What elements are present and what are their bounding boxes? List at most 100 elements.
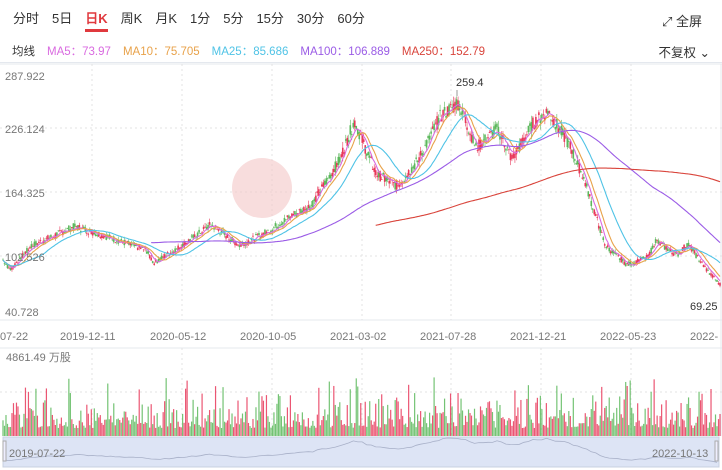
volume-bar [614,425,616,436]
candle [265,231,268,235]
volume-bar [503,419,506,436]
candle [532,117,534,129]
candle [566,136,569,148]
candle [12,265,15,268]
volume-bar [62,425,64,436]
tab-6[interactable]: 5分 [223,11,244,26]
volume-bar [565,421,567,436]
tab-2[interactable]: 日K [85,0,109,38]
volume-bar [454,426,456,436]
volume-bar [45,388,48,436]
candle [623,261,626,265]
volume-bar [87,413,89,436]
volume-bar [433,377,435,436]
tab-0[interactable]: 分时 [13,11,40,26]
candle [602,237,605,241]
volume-bar [518,423,521,436]
candle [346,137,349,147]
volume-bar [388,418,390,436]
candle [684,247,687,249]
tab-3[interactable]: 周K [120,11,143,26]
candle [383,176,386,182]
volume-bar [625,381,627,436]
candle [440,118,443,122]
volume-bar [464,415,467,436]
tab-8[interactable]: 30分 [296,11,325,26]
volume-bar [568,411,570,436]
volume-bar [219,408,221,436]
candle [596,216,599,218]
fullscreen-button[interactable]: ⤢ 全屏 [661,14,702,29]
candle [196,232,199,237]
volume-bar [487,402,489,436]
volume-bar [592,395,594,436]
volume-bar [542,424,544,436]
candle [54,233,57,238]
tab-9[interactable]: 60分 [337,11,365,26]
tab-7[interactable]: 15分 [256,11,284,26]
volume-bar [575,426,577,436]
volume-bar [716,426,718,436]
volume-bar [71,419,73,436]
candle [258,233,260,236]
navigator-end: 2022-10-13 [652,448,708,460]
volume-bar [250,427,253,436]
volume-bar [681,419,684,436]
candle [23,253,25,255]
volume-bar [508,417,510,436]
volume-bar [391,419,393,436]
volume-bar [122,417,124,436]
candle [168,255,170,257]
volume-bar [589,417,591,436]
tab-4[interactable]: 月K [155,11,177,26]
volume-bar [544,425,546,436]
volume-bar [399,419,401,436]
candle [696,255,699,256]
candle [481,143,483,148]
candle [434,122,437,124]
navigator-handle-right[interactable] [714,440,719,462]
volume-bar [333,385,335,436]
volume-bar [164,401,166,436]
volume-bar [244,411,247,436]
candle [599,226,602,233]
volume-bar [170,423,172,436]
volume-bar [440,413,443,436]
tab-5[interactable]: 1分 [189,11,211,26]
tab-1[interactable]: 5日 [52,11,73,26]
volume-bar [201,393,203,436]
candle [87,233,90,235]
volume-bar [393,426,395,436]
candle [32,245,34,247]
volume-bar [264,427,266,436]
date-axis-label: 2021-07-28 [420,331,476,343]
volume-bar [150,404,152,436]
volume-bar [116,419,118,436]
candle [511,154,513,159]
candle [270,230,272,233]
candle [464,117,467,123]
adjust-dropdown[interactable]: 不复权 ⌄ [658,46,710,60]
volume-bar [412,423,414,436]
volume-bar [152,424,154,436]
candle [547,110,549,116]
candle [186,243,188,244]
volume-bar [102,424,104,436]
candle [460,112,462,116]
candle [60,230,63,232]
volume-bar [158,426,160,436]
candle [675,252,678,254]
volume-bar [44,400,46,436]
volume-bar [74,427,76,436]
volume-bar [530,419,532,436]
volume-bar [256,420,259,436]
candle [370,157,373,158]
volume-bar [213,409,215,436]
volume-bar [111,422,113,436]
candle [671,252,673,255]
navigator-handle-left[interactable] [2,440,7,462]
candle [600,231,603,233]
candle [698,260,700,262]
candle [322,182,325,187]
